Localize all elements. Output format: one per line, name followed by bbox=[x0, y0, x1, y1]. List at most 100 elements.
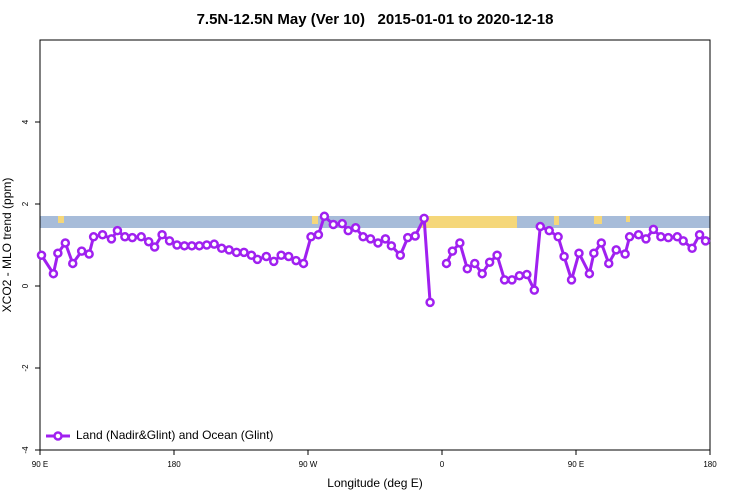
point bbox=[678, 236, 688, 246]
point bbox=[246, 250, 257, 260]
point bbox=[410, 231, 420, 241]
point bbox=[589, 248, 599, 258]
point bbox=[425, 297, 435, 308]
land-band bbox=[626, 216, 630, 222]
point bbox=[127, 232, 138, 243]
point bbox=[231, 247, 242, 258]
point bbox=[395, 250, 406, 260]
point bbox=[499, 275, 510, 285]
point bbox=[559, 251, 569, 262]
legend-marker bbox=[53, 431, 63, 441]
point bbox=[611, 245, 621, 255]
point bbox=[373, 238, 383, 248]
point bbox=[164, 236, 175, 246]
land-band bbox=[594, 216, 602, 224]
point bbox=[514, 271, 525, 281]
point bbox=[337, 218, 347, 229]
point bbox=[97, 230, 108, 240]
point bbox=[566, 275, 577, 285]
point bbox=[694, 230, 705, 240]
x-tick-label: 90 E bbox=[568, 460, 584, 469]
point bbox=[239, 247, 249, 258]
ocean-band bbox=[40, 216, 710, 228]
point bbox=[343, 225, 353, 236]
land-band bbox=[58, 216, 64, 223]
x-tick-label: 90 E bbox=[32, 460, 48, 469]
point bbox=[462, 264, 473, 274]
point bbox=[484, 257, 495, 267]
point bbox=[350, 223, 361, 233]
point bbox=[584, 268, 595, 279]
point bbox=[365, 234, 376, 244]
point bbox=[224, 245, 234, 255]
point bbox=[535, 221, 546, 232]
point bbox=[477, 268, 487, 279]
point bbox=[120, 232, 130, 242]
point bbox=[48, 268, 59, 279]
point bbox=[149, 242, 160, 252]
point bbox=[68, 258, 78, 269]
point bbox=[358, 232, 368, 242]
point bbox=[112, 225, 123, 236]
point bbox=[656, 232, 666, 242]
point bbox=[194, 241, 205, 251]
x-tick-label: 0 bbox=[440, 460, 445, 469]
point bbox=[553, 232, 563, 242]
point bbox=[187, 241, 197, 251]
point bbox=[604, 258, 614, 269]
y-tick-label: 0 bbox=[21, 283, 30, 288]
x-axis-label: Longitude (deg E) bbox=[327, 476, 422, 490]
point bbox=[648, 224, 659, 235]
point bbox=[380, 234, 391, 244]
x-tick-label: 90 W bbox=[299, 460, 318, 469]
point bbox=[470, 258, 480, 269]
point bbox=[596, 238, 607, 248]
point bbox=[663, 232, 674, 243]
point bbox=[641, 234, 651, 244]
point bbox=[179, 241, 190, 251]
point bbox=[529, 285, 540, 295]
point bbox=[143, 236, 154, 247]
land-band bbox=[312, 216, 318, 224]
point bbox=[492, 250, 502, 260]
point bbox=[403, 232, 413, 243]
point bbox=[319, 211, 330, 222]
x-tick-label: 180 bbox=[703, 460, 717, 469]
point bbox=[298, 258, 309, 269]
point bbox=[84, 249, 94, 259]
point bbox=[88, 232, 99, 242]
point bbox=[53, 248, 63, 258]
point bbox=[313, 230, 324, 240]
point bbox=[544, 225, 554, 236]
point bbox=[700, 236, 711, 246]
point bbox=[261, 251, 272, 262]
point bbox=[386, 241, 397, 251]
point bbox=[136, 232, 146, 242]
x-tick-label: 180 bbox=[167, 460, 181, 469]
point bbox=[202, 240, 212, 250]
point bbox=[60, 238, 71, 248]
point bbox=[633, 230, 644, 240]
land-band bbox=[554, 216, 559, 225]
point bbox=[291, 255, 301, 266]
point bbox=[419, 213, 429, 224]
plot-frame bbox=[39, 39, 711, 451]
point bbox=[306, 232, 316, 242]
point bbox=[447, 246, 458, 256]
point bbox=[106, 234, 117, 244]
point bbox=[620, 249, 630, 259]
y-tick-label: 4 bbox=[21, 119, 30, 124]
land-ocean-band bbox=[40, 216, 710, 228]
point bbox=[76, 246, 87, 256]
point bbox=[216, 243, 227, 254]
point bbox=[209, 239, 219, 249]
point bbox=[441, 258, 452, 269]
point bbox=[276, 250, 286, 260]
point bbox=[624, 232, 635, 242]
land-band bbox=[420, 216, 517, 228]
point bbox=[672, 232, 682, 242]
point bbox=[157, 230, 167, 240]
point bbox=[328, 219, 339, 230]
